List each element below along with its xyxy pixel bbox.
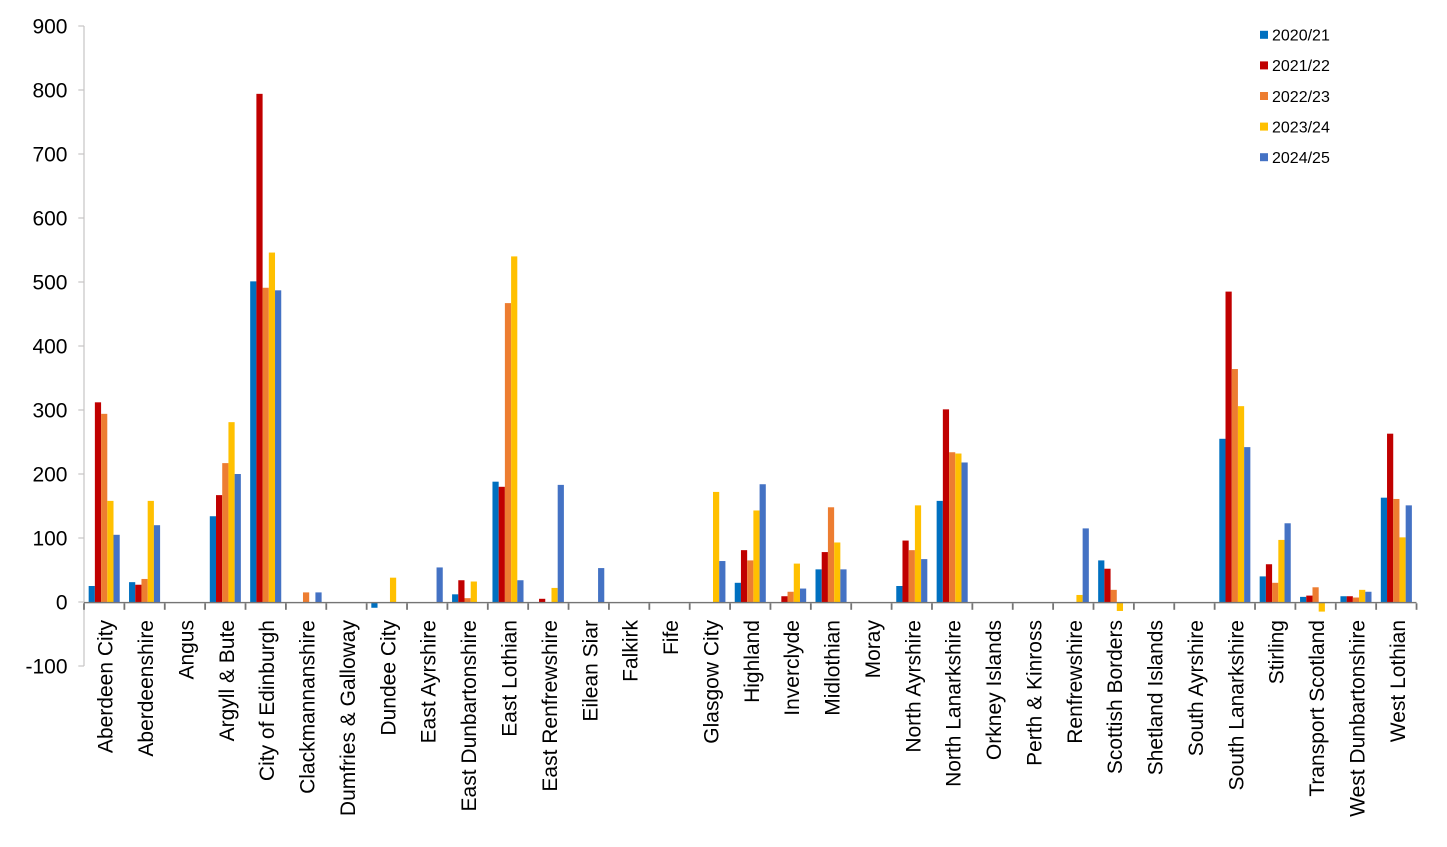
svg-text:South Ayrshire: South Ayrshire: [1185, 620, 1208, 756]
svg-text:2020/21: 2020/21: [1272, 28, 1330, 45]
svg-text:West Lothian: West Lothian: [1387, 620, 1410, 742]
svg-text:Glasgow City: Glasgow City: [700, 620, 723, 744]
svg-text:0: 0: [56, 592, 68, 615]
svg-text:East Ayrshire: East Ayrshire: [418, 620, 441, 743]
svg-text:Argyll & Bute: Argyll & Bute: [216, 620, 239, 741]
svg-text:600: 600: [32, 208, 67, 231]
svg-text:300: 300: [32, 400, 67, 423]
svg-text:500: 500: [32, 272, 67, 295]
svg-text:Dundee City: Dundee City: [377, 620, 400, 736]
svg-text:100: 100: [32, 528, 67, 551]
svg-text:City of Edinburgh: City of Edinburgh: [256, 620, 279, 781]
svg-text:2024/25: 2024/25: [1272, 150, 1330, 167]
svg-text:Falkirk: Falkirk: [620, 620, 643, 682]
svg-text:200: 200: [32, 464, 67, 487]
svg-text:East Lothian: East Lothian: [498, 620, 521, 737]
svg-text:West Dunbartonshire: West Dunbartonshire: [1346, 620, 1369, 817]
svg-text:Scottish Borders: Scottish Borders: [1104, 620, 1127, 774]
svg-text:Moray: Moray: [862, 620, 885, 679]
svg-text:2021/22: 2021/22: [1272, 58, 1330, 75]
svg-text:Aberdeen City: Aberdeen City: [95, 620, 118, 754]
svg-text:900: 900: [32, 16, 67, 39]
svg-text:Transport Scotland: Transport Scotland: [1306, 620, 1329, 797]
svg-text:Highland: Highland: [741, 620, 764, 703]
svg-text:Shetland Islands: Shetland Islands: [1145, 620, 1168, 775]
svg-text:South Lanarkshire: South Lanarkshire: [1225, 620, 1248, 790]
svg-text:Stirling: Stirling: [1266, 620, 1289, 684]
svg-text:Eilean Siar: Eilean Siar: [579, 620, 602, 722]
svg-text:-100: -100: [25, 656, 67, 679]
svg-text:400: 400: [32, 336, 67, 359]
svg-text:Orkney Islands: Orkney Islands: [983, 620, 1006, 760]
svg-text:Renfrewshire: Renfrewshire: [1064, 620, 1087, 744]
svg-text:2022/23: 2022/23: [1272, 89, 1330, 106]
svg-text:Fife: Fife: [660, 620, 683, 655]
svg-text:2023/24: 2023/24: [1272, 119, 1330, 136]
svg-text:Midlothian: Midlothian: [822, 620, 845, 716]
svg-text:East Renfrewshire: East Renfrewshire: [539, 620, 562, 792]
svg-text:800: 800: [32, 80, 67, 103]
svg-text:Aberdeenshire: Aberdeenshire: [135, 620, 158, 757]
svg-text:Angus: Angus: [175, 620, 198, 680]
svg-text:Dumfries & Galloway: Dumfries & Galloway: [337, 620, 360, 817]
svg-text:700: 700: [32, 144, 67, 167]
svg-text:Clackmannanshire: Clackmannanshire: [297, 620, 320, 794]
svg-text:North Lanarkshire: North Lanarkshire: [943, 620, 966, 787]
svg-text:Inverclyde: Inverclyde: [781, 620, 804, 716]
svg-text:North Ayrshire: North Ayrshire: [902, 620, 925, 753]
svg-text:Perth & Kinross: Perth & Kinross: [1023, 620, 1046, 766]
svg-text:East Dunbartonshire: East Dunbartonshire: [458, 620, 481, 811]
